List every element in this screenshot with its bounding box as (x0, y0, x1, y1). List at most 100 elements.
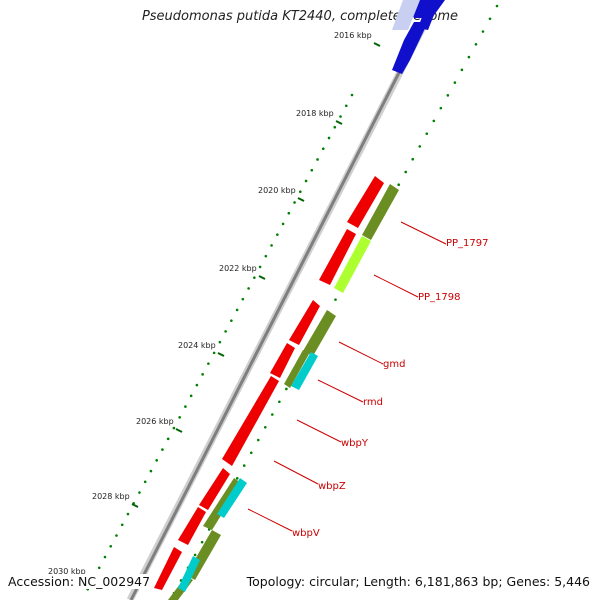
gene-feature-blue[interactable] (392, 22, 428, 74)
gc-dot (195, 383, 199, 387)
gc-dot (166, 437, 170, 441)
gc-dot (467, 55, 471, 59)
gc-dot (109, 544, 113, 548)
gc-dot (293, 201, 296, 204)
gene-feature-red[interactable] (154, 547, 182, 590)
gc-dot (155, 459, 158, 462)
gc-dot (184, 405, 187, 408)
gene-feature-red[interactable] (270, 343, 295, 378)
gene-feature-red[interactable] (199, 468, 230, 510)
gene-callout-line (317, 379, 364, 403)
gc-dot (344, 104, 348, 108)
gc-dot (411, 157, 415, 161)
gc-dot (334, 298, 337, 301)
gc-dot (235, 308, 239, 312)
feature-cyan[interactable] (178, 556, 200, 592)
gc-dot (321, 147, 325, 151)
gene-label: wbpY (341, 438, 369, 449)
gc-dot (333, 125, 337, 129)
gene-feature-lightblue[interactable] (392, 0, 420, 30)
gc-dot (474, 42, 478, 46)
gc-dot (460, 68, 464, 72)
scale-label: 2030 kbp (48, 567, 86, 576)
gc-dot (339, 115, 342, 118)
feature-olive[interactable] (203, 478, 241, 530)
gc-dot (230, 319, 233, 322)
gc-dot (241, 297, 245, 301)
gc-dot (207, 362, 210, 365)
map-title: Pseudomonas putida KT2440, complete geno… (141, 9, 459, 24)
scale-label: 2018 kbp (296, 109, 334, 118)
scale-label: 2026 kbp (136, 417, 174, 426)
feature-cyan[interactable] (217, 478, 247, 518)
gene-callout-line (338, 341, 384, 365)
scale-label: 2028 kbp (92, 492, 130, 501)
gc-dot (126, 512, 130, 516)
genome-summary-text: Topology: circular; Length: 6,181,863 bp… (246, 574, 590, 589)
gc-dot (242, 464, 246, 467)
scale-label: 2020 kbp (258, 186, 296, 195)
gc-dot (310, 168, 314, 172)
accession-text: Accession: NC_002947 (8, 574, 151, 589)
scale-tick (335, 120, 343, 125)
gc-dot (446, 94, 450, 97)
gc-dot (224, 330, 227, 333)
gc-dot (495, 4, 499, 8)
gc-dot (161, 448, 164, 451)
gene-label: gmd (383, 359, 405, 370)
gc-dot (432, 119, 436, 123)
gc-dot (200, 540, 204, 544)
scale-tick (373, 42, 381, 47)
gc-dot (247, 287, 250, 290)
gc-dot (453, 81, 457, 84)
gc-dot (249, 451, 253, 455)
gc-dot (218, 340, 222, 344)
scale-tick (297, 197, 305, 202)
gc-dot (298, 190, 302, 194)
gene-callout-line (247, 508, 293, 532)
feature-cyan[interactable] (291, 352, 318, 390)
gene-track-red[interactable] (154, 176, 384, 590)
feature-lime[interactable] (334, 236, 371, 293)
gene-feature-red[interactable] (222, 376, 279, 466)
gc-dot (270, 244, 273, 247)
gene-feature-red[interactable] (347, 176, 384, 228)
gc-dot (149, 469, 153, 473)
gc-dot (115, 534, 118, 537)
gc-dot (439, 106, 443, 110)
scale-tick (217, 352, 225, 357)
gc-dot (397, 183, 401, 187)
gc-dot (271, 413, 274, 416)
gc-dot (189, 394, 193, 398)
feature-olive[interactable] (303, 310, 336, 356)
gc-dot (235, 477, 239, 480)
scale-ticks: 2016 kbp 2018 kbp 2020 kbp 2022 kbp 2024 kbp… (48, 31, 381, 583)
gene-feature-blue[interactable] (418, 0, 440, 30)
gc-dot (316, 158, 319, 161)
gc-dot (256, 438, 260, 442)
gc-dot (103, 555, 107, 559)
gene-label: PP_1798 (418, 292, 461, 303)
gc-dot (143, 480, 147, 484)
gc-dot (258, 265, 262, 269)
feature-olive[interactable] (362, 184, 399, 240)
gene-feature-red[interactable] (289, 300, 320, 345)
gene-feature-red[interactable] (178, 507, 206, 545)
gc-dot (404, 170, 408, 174)
gc-dot (285, 387, 288, 391)
feature-track[interactable] (168, 184, 399, 600)
gene-feature-red[interactable] (319, 229, 356, 285)
gene-label: wbpV (292, 528, 320, 539)
gc-dot (172, 426, 176, 430)
gene-track-blue[interactable] (392, 0, 445, 74)
gc-dot (327, 136, 331, 140)
scale-label: 2022 kbp (219, 264, 257, 273)
feature-olive[interactable] (284, 350, 309, 388)
gc-dot (425, 132, 429, 135)
gc-dot (212, 351, 216, 355)
gc-dot (264, 254, 268, 258)
gene-callout-line (296, 419, 342, 443)
gc-dot (201, 373, 204, 376)
